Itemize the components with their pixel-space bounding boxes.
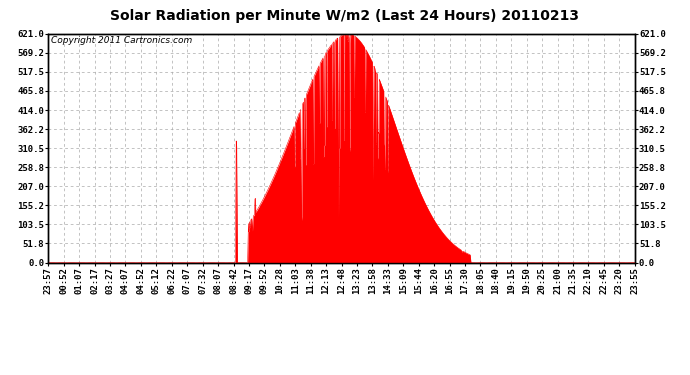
Text: Solar Radiation per Minute W/m2 (Last 24 Hours) 20110213: Solar Radiation per Minute W/m2 (Last 24…: [110, 9, 580, 23]
Text: Copyright 2011 Cartronics.com: Copyright 2011 Cartronics.com: [51, 36, 193, 45]
